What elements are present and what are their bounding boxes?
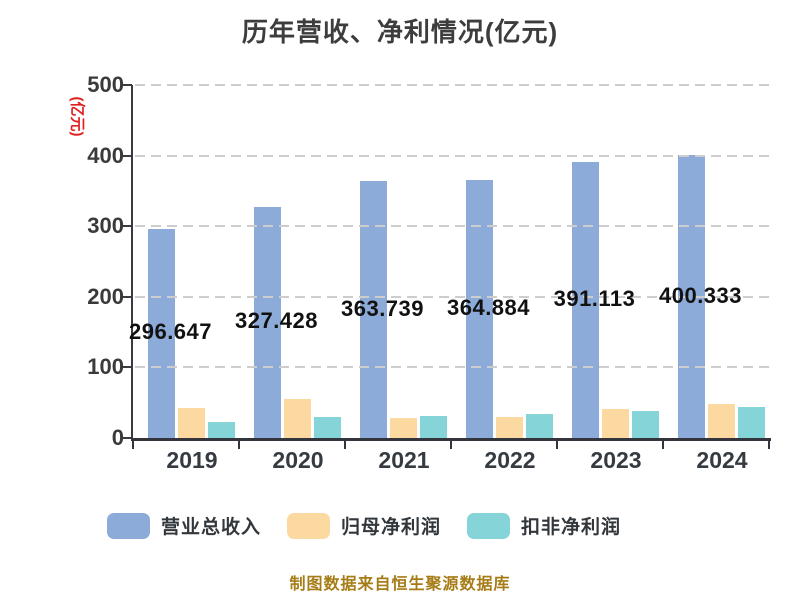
y-axis-line [131, 85, 133, 440]
legend-swatch-revenue [106, 512, 150, 539]
x-axis-line [131, 438, 771, 441]
bar-groups [133, 85, 769, 438]
net-profit-bar[interactable] [602, 409, 629, 438]
x-axis-label: 2019 [166, 447, 218, 473]
bar-group-2019 [133, 85, 239, 438]
y-tick-mark [123, 225, 132, 228]
x-tick-mark [450, 441, 452, 449]
deducted-net-profit-bar[interactable] [526, 414, 553, 438]
net-profit-bar[interactable] [496, 417, 523, 438]
legend-item-net-profit[interactable]: 归母净利润 [286, 512, 441, 539]
legend-item-revenue[interactable]: 营业总收入 [106, 512, 261, 539]
net-profit-bar[interactable] [708, 404, 735, 438]
deducted-net-profit-bar[interactable] [420, 416, 447, 438]
y-tick-label: 0 [111, 425, 124, 450]
x-axis-label: 2024 [696, 447, 748, 473]
value-label: 364.884 [446, 295, 531, 321]
y-tick-label: 200 [87, 283, 124, 309]
legend-label: 扣非净利润 [521, 517, 622, 538]
bar-group-2023 [557, 85, 663, 438]
bar-group-2021 [345, 85, 451, 438]
x-axis-label: 2022 [484, 447, 536, 473]
x-tick-mark [556, 441, 558, 449]
legend-swatch-deducted-net-profit [467, 512, 510, 539]
deducted-net-profit-bar[interactable] [738, 407, 765, 438]
deducted-net-profit-bar[interactable] [314, 417, 341, 438]
bar-group-2020 [239, 85, 345, 438]
legend-label: 归母净利润 [340, 517, 441, 538]
x-tick-mark [662, 441, 664, 449]
y-tick-label: 500 [87, 72, 124, 97]
x-tick-mark [132, 441, 134, 449]
y-tick-label: 100 [87, 354, 124, 380]
value-label: 327.428 [234, 308, 319, 334]
y-tick-label: 300 [87, 213, 124, 239]
x-axis-label: 2020 [272, 447, 324, 473]
x-tick-mark [768, 441, 770, 449]
value-label: 363.739 [340, 295, 425, 321]
revenue-bar[interactable] [148, 229, 175, 438]
net-profit-bar[interactable] [178, 408, 205, 438]
y-tick-mark [123, 437, 132, 439]
x-tick-mark [344, 441, 346, 449]
net-profit-bar[interactable] [284, 399, 311, 438]
value-label: 400.333 [658, 282, 743, 308]
revenue-bar[interactable] [572, 162, 599, 438]
plot-area: 296.647 327.428 363.739 364.884 391.113 400.3… [129, 84, 769, 438]
value-label: 391.113 [553, 285, 636, 311]
deducted-net-profit-bar[interactable] [632, 411, 659, 438]
deducted-net-profit-bar[interactable] [208, 422, 235, 438]
data-source-footer: 制图数据来自恒生聚源数据库 [289, 576, 511, 593]
x-tick-mark [238, 441, 240, 449]
bar-group-2024 [663, 85, 769, 438]
y-tick-mark [123, 84, 132, 86]
revenue-bar[interactable] [254, 207, 281, 438]
x-axis-label: 2023 [590, 447, 642, 473]
net-profit-bar[interactable] [390, 418, 417, 438]
bar-group-2022 [451, 85, 557, 438]
legend-swatch-net-profit [286, 512, 330, 539]
y-tick-mark [123, 366, 132, 369]
legend-label: 营业总收入 [160, 517, 261, 538]
legend-item-deducted-net-profit[interactable]: 扣非净利润 [467, 512, 621, 539]
y-tick-mark [123, 154, 132, 157]
value-label: 296.647 [128, 319, 213, 345]
revenue-bar[interactable] [466, 180, 493, 438]
y-tick-label: 400 [87, 142, 124, 168]
y-tick-mark [123, 295, 132, 298]
revenue-bar[interactable] [360, 181, 387, 438]
chart-title: 历年营收、净利情况(亿元) [241, 17, 559, 47]
x-axis-label: 2021 [378, 447, 430, 473]
legend: 营业总收入 归母净利润 扣非净利润 [0, 512, 800, 539]
